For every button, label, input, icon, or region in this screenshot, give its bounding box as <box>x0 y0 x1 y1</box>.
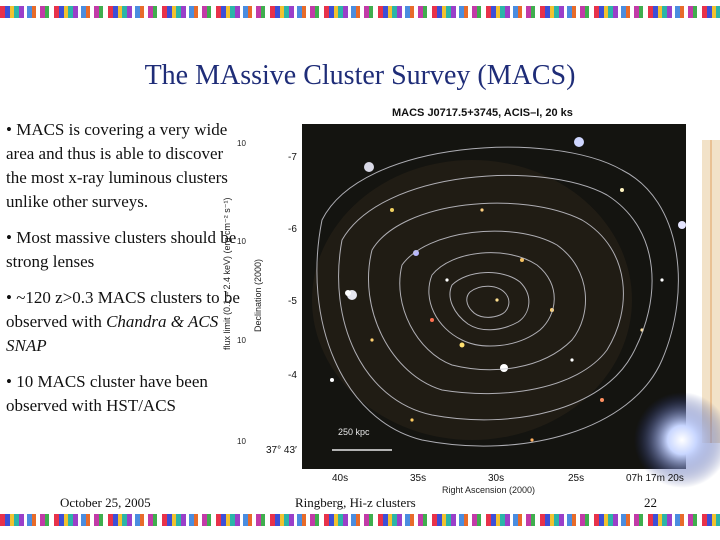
footer-center-text: Ringberg, Hi-z clusters <box>295 495 416 510</box>
left-axis-label: flux limit (0.1 – 2.4 keV) (erg cm⁻² s⁻¹… <box>222 197 232 350</box>
dec-tick: -4 <box>288 370 297 381</box>
bullet-text: • 10 MACS cluster have been observed wit… <box>6 372 208 415</box>
bullet-text: • Most massive clusters should be strong… <box>6 228 237 271</box>
bullet-italic-text: Chandra & ACS SNAP <box>6 312 219 355</box>
ra-tick: 25s <box>568 473 584 484</box>
dec-tick: 37° 43′ <box>266 445 297 456</box>
left-axis-tick: 10 <box>237 237 246 246</box>
dec-tick: -5 <box>288 296 297 307</box>
ra-axis-label: Right Ascension (2000) <box>442 485 535 495</box>
dec-tick: -6 <box>288 224 297 235</box>
bullet-item: • MACS is covering a very wide area and … <box>6 118 242 214</box>
ra-tick: 40s <box>332 473 348 484</box>
ra-tick: 30s <box>488 473 504 484</box>
footer-date: October 25, 2005 <box>60 495 151 510</box>
decorative-top-stripe <box>0 6 720 18</box>
slide-title: The MAssive Cluster Survey (MACS) <box>144 60 576 91</box>
cluster-xray-figure: flux limit (0.1 – 2.4 keV) (erg cm⁻² s⁻¹… <box>222 107 720 495</box>
xray-contours <box>316 146 679 447</box>
bullet-item: • ~120 z>0.3 MACS clusters to be observe… <box>6 286 242 358</box>
left-axis-tick: 10 <box>237 437 246 446</box>
left-axis-tick: 10 <box>237 139 246 148</box>
bullet-item: • 10 MACS cluster have been observed wit… <box>6 370 242 418</box>
bullet-text: • MACS is covering a very wide area and … <box>6 120 228 211</box>
dec-tick: -7 <box>288 152 297 163</box>
dec-axis-label: Declination (2000) <box>253 259 263 332</box>
page-number: 22 <box>644 495 657 510</box>
bullet-item: • Most massive clusters should be strong… <box>6 226 242 274</box>
bullet-text: • ~120 z>0.3 MACS clusters to be observe… <box>6 288 240 331</box>
bullet-list: • MACS is covering a very wide area and … <box>6 118 242 430</box>
ra-tick: 07h 17m 20s <box>626 473 684 484</box>
ra-tick: 35s <box>410 473 426 484</box>
image-title: MACS J0717.5+3745, ACIS–I, 20 ks <box>392 107 573 119</box>
decorative-bottom-stripe <box>0 514 720 526</box>
scale-bar-label: 250 kpc <box>338 427 370 437</box>
left-axis-tick: 10 <box>237 336 246 345</box>
